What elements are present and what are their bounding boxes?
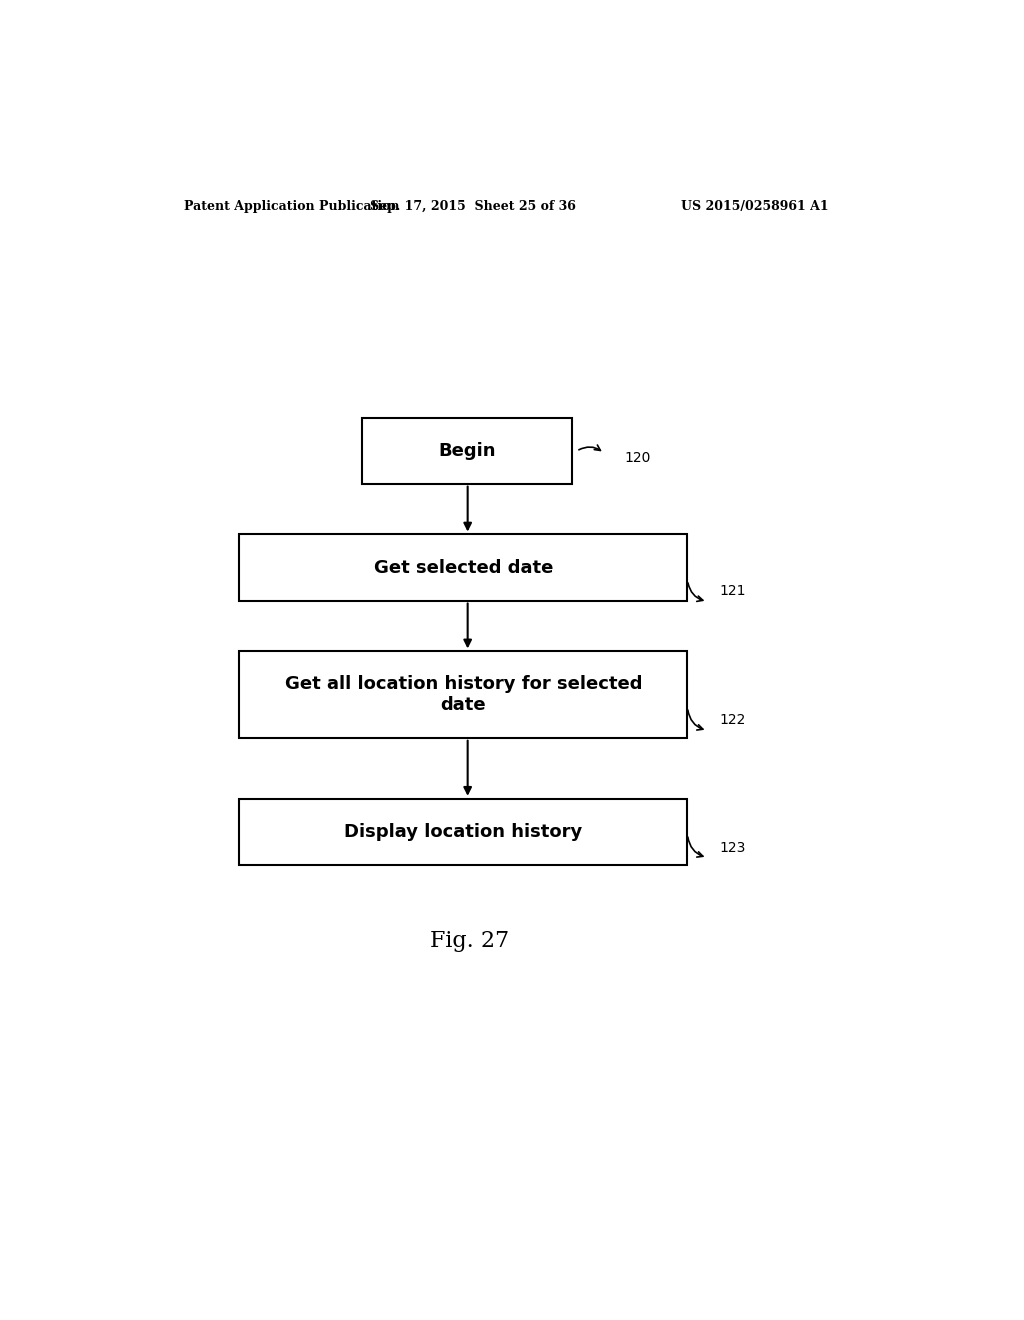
FancyBboxPatch shape <box>240 651 687 738</box>
FancyBboxPatch shape <box>240 799 687 865</box>
Text: Get all location history for selected
date: Get all location history for selected da… <box>285 675 642 714</box>
Text: US 2015/0258961 A1: US 2015/0258961 A1 <box>681 199 828 213</box>
Text: Display location history: Display location history <box>344 822 583 841</box>
FancyBboxPatch shape <box>240 535 687 601</box>
FancyBboxPatch shape <box>362 417 572 483</box>
Text: Fig. 27: Fig. 27 <box>430 931 509 952</box>
Text: 122: 122 <box>719 714 745 727</box>
Text: Begin: Begin <box>438 442 496 459</box>
Text: Patent Application Publication: Patent Application Publication <box>183 199 399 213</box>
Text: 121: 121 <box>719 585 745 598</box>
Text: 120: 120 <box>624 451 650 465</box>
Text: Get selected date: Get selected date <box>374 558 553 577</box>
Text: Sep. 17, 2015  Sheet 25 of 36: Sep. 17, 2015 Sheet 25 of 36 <box>371 199 577 213</box>
Text: 123: 123 <box>719 841 745 854</box>
